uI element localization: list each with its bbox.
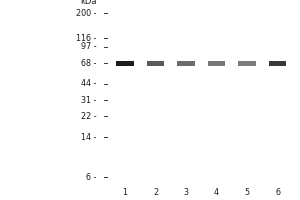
Text: 97 -: 97 - (81, 42, 96, 51)
Text: 44 -: 44 - (81, 79, 96, 88)
Text: 2: 2 (153, 188, 158, 197)
Text: 6: 6 (275, 188, 280, 197)
Text: 1: 1 (123, 188, 128, 197)
Text: 22 -: 22 - (81, 112, 96, 121)
Bar (116, 61, 134, 66)
Text: 116 -: 116 - (76, 34, 96, 43)
Bar (208, 61, 225, 66)
Text: 68 -: 68 - (81, 59, 96, 68)
Bar (147, 61, 164, 66)
Text: 200 -: 200 - (76, 8, 96, 18)
Text: 3: 3 (184, 188, 189, 197)
Text: 31 -: 31 - (81, 96, 96, 105)
Bar (177, 61, 195, 66)
Text: 6 -: 6 - (86, 172, 96, 182)
Text: kDa: kDa (80, 0, 96, 6)
Bar (238, 61, 256, 66)
Text: 5: 5 (244, 188, 250, 197)
Bar (269, 61, 286, 66)
Text: 14 -: 14 - (81, 133, 96, 142)
Text: 4: 4 (214, 188, 219, 197)
